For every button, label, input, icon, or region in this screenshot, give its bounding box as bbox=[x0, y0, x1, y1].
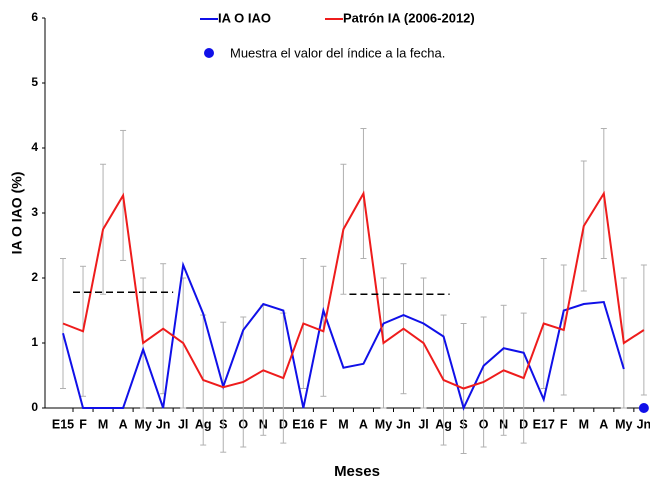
y-tick-label: 2 bbox=[31, 270, 38, 284]
legend-label: Patrón IA (2006-2012) bbox=[343, 10, 475, 25]
x-axis-label: Meses bbox=[334, 463, 380, 480]
x-tick-label: A bbox=[119, 417, 128, 431]
x-tick-label: E17 bbox=[533, 417, 555, 431]
series-line bbox=[62, 190, 645, 390]
y-axis-label: IA O IAO (%) bbox=[9, 172, 25, 255]
x-tick-label: My bbox=[375, 417, 392, 431]
y-tick-label: 1 bbox=[31, 335, 38, 349]
x-tick-label: M bbox=[98, 417, 108, 431]
legend-marker bbox=[204, 48, 214, 58]
x-tick-label: My bbox=[134, 417, 151, 431]
legend-label: Muestra el valor del índice a la fecha. bbox=[230, 45, 445, 60]
x-tick-label: E15 bbox=[52, 417, 74, 431]
x-tick-label: F bbox=[320, 417, 328, 431]
x-tick-label: A bbox=[359, 417, 368, 431]
x-tick-label: A bbox=[599, 417, 608, 431]
x-tick-label: M bbox=[579, 417, 589, 431]
x-tick-label: Jl bbox=[418, 417, 428, 431]
x-tick-label: My bbox=[615, 417, 632, 431]
y-tick-label: 4 bbox=[31, 140, 38, 154]
y-tick-label: 6 bbox=[31, 10, 38, 24]
y-tick-label: 5 bbox=[31, 75, 38, 89]
legend-label: IA O IAO bbox=[218, 10, 271, 25]
x-tick-label: F bbox=[79, 417, 87, 431]
y-tick-label: 0 bbox=[31, 400, 38, 414]
x-tick-label: Jn bbox=[156, 417, 171, 431]
x-tick-label: Jl bbox=[178, 417, 188, 431]
x-tick-label: F bbox=[560, 417, 568, 431]
y-tick-label: 3 bbox=[31, 205, 38, 219]
x-tick-label: M bbox=[338, 417, 348, 431]
series-line bbox=[62, 261, 625, 411]
x-tick-label: Jn bbox=[637, 417, 650, 431]
x-tick-label: Jn bbox=[396, 417, 411, 431]
x-tick-label: E16 bbox=[292, 417, 314, 431]
current-marker bbox=[638, 403, 649, 413]
